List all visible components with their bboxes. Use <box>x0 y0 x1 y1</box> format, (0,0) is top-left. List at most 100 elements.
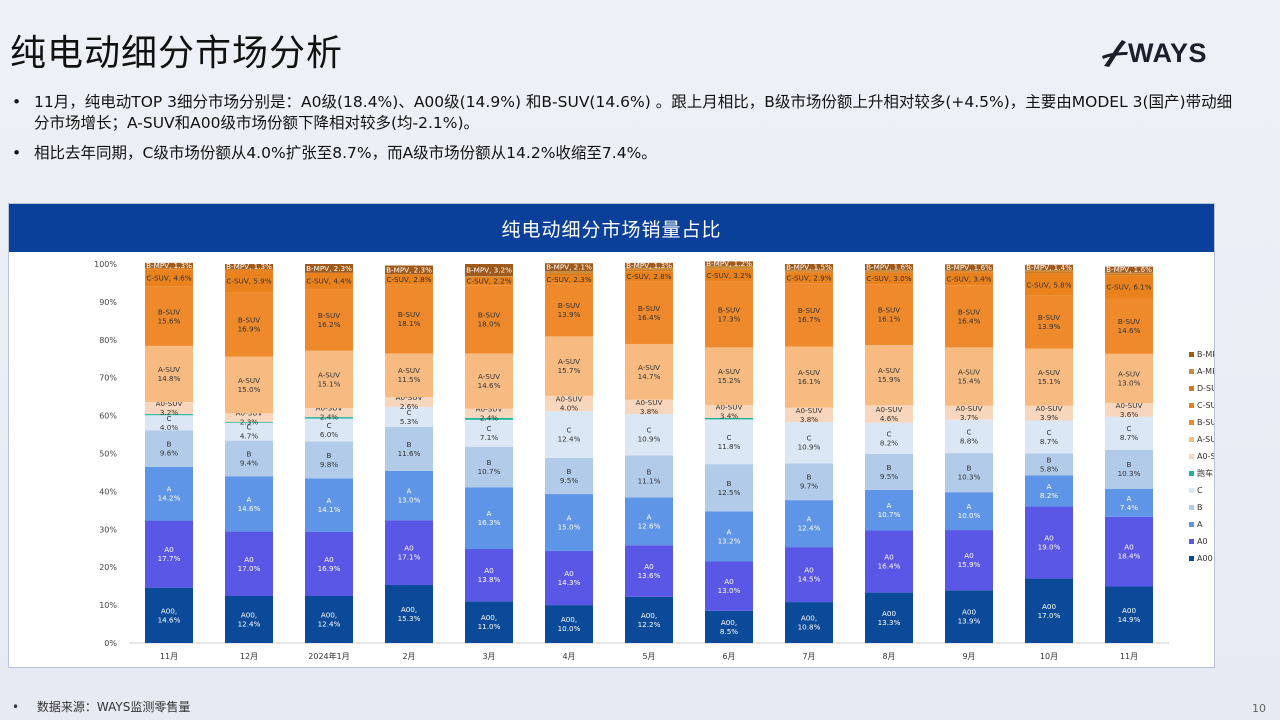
data-label: C 8.2% <box>880 429 898 447</box>
data-label: A0-SUV 3.9% <box>1036 404 1063 422</box>
bar-segment-- <box>465 417 513 420</box>
bar-segment-c <box>1105 416 1153 450</box>
bar-segment-b <box>1025 453 1073 476</box>
bar-segment-a0-suv <box>945 405 993 420</box>
bar-segment-a-mpv <box>785 269 833 272</box>
bar-segment-b <box>145 430 193 467</box>
bar-segment-a0 <box>945 530 993 591</box>
data-label: A0-SUV 3.8% <box>636 398 663 416</box>
bar-segment-c-suv <box>625 271 673 282</box>
data-label: B 10.3% <box>1118 460 1141 478</box>
data-label: A0 19.0% <box>1038 534 1061 552</box>
bar-segment-b-suv <box>865 284 913 346</box>
data-label: A-SUV 13.0% <box>1118 369 1141 387</box>
data-label: B 9.4% <box>240 449 258 467</box>
data-label: C-SUV, 2.3% <box>546 275 591 284</box>
legend-label: A0 <box>1197 537 1208 546</box>
bar-segment-c-suv <box>1025 273 1073 296</box>
data-label: C 8.8% <box>960 427 978 445</box>
summary-bullet: • 11月，纯电动TOP 3细分市场分别是：A0级(18.4%)、A00级(14… <box>12 92 1242 134</box>
data-label: A0 17.7% <box>158 545 181 563</box>
bar-segment-a-mpv <box>1105 272 1153 274</box>
bullet-dot: • <box>12 93 22 111</box>
bar-segment-c <box>785 422 833 464</box>
bar-segment-a-suv <box>865 345 913 406</box>
bar-segment-c <box>465 419 513 447</box>
bar-segment-a0-suv <box>625 399 673 415</box>
data-label: B 9.7% <box>800 473 818 491</box>
data-label: C-SUV, 2.9% <box>786 273 831 282</box>
bar-segment-b-mpv <box>705 261 753 266</box>
x-tick-label: 10月 <box>1040 652 1058 661</box>
data-label: B-SUV 18.1% <box>398 310 421 328</box>
bar-segment-a <box>305 478 353 532</box>
bar-segment-c-suv <box>385 274 433 285</box>
bar-segment-a0-suv <box>1105 403 1153 417</box>
data-label: B-SUV 16.9% <box>238 315 261 333</box>
legend-swatch <box>1189 420 1194 425</box>
data-label: B-SUV 17.3% <box>718 306 741 324</box>
data-label: A 12.4% <box>798 515 821 533</box>
bar-segment-b-mpv <box>1025 264 1073 271</box>
data-label: B 5.8% <box>1040 455 1058 473</box>
y-tick-label: 10% <box>99 601 117 610</box>
bar-segment-b-mpv <box>785 264 833 270</box>
data-label: B-MPV, 3.2% <box>466 266 512 275</box>
bar-segment-a-mpv <box>945 270 993 272</box>
data-label: A0 17.0% <box>238 555 261 573</box>
data-label: B-MPV, 1.6% <box>866 263 912 272</box>
data-label: A 10.0% <box>958 502 981 520</box>
data-label: A0-SUV 2.6% <box>396 393 423 411</box>
bar-segment-a-mpv <box>705 265 753 269</box>
bar-segment-- <box>705 417 753 420</box>
data-label: A0-SUV 3.7% <box>956 404 983 422</box>
data-label: B 9.5% <box>560 467 578 485</box>
data-label: A00 17.0% <box>1038 602 1061 620</box>
data-label: A0-SUV 3.6% <box>1116 401 1143 419</box>
page-title: 纯电动细分市场分析 <box>10 33 344 74</box>
data-label: C-SUV, 2.8% <box>626 272 671 281</box>
legend-swatch <box>1189 369 1194 374</box>
data-label: B-MPV, 2.1% <box>546 263 592 272</box>
data-label: A-SUV 14.7% <box>638 363 661 381</box>
bullet-dot: • <box>12 700 20 714</box>
legend-swatch <box>1189 505 1194 510</box>
bar-segment-a0 <box>705 561 753 611</box>
bar-segment-a-suv <box>145 345 193 402</box>
data-label: C-SUV, 2.8% <box>386 275 431 284</box>
bar-segment-c <box>305 418 353 442</box>
bar-segment-b <box>305 441 353 479</box>
bar-segment-a <box>145 466 193 521</box>
data-label: C 6.0% <box>320 421 338 439</box>
bar-segment-a-suv <box>1025 348 1073 406</box>
bar-segment-c-suv <box>1105 275 1153 299</box>
chart-title: 纯电动细分市场销量占比 <box>9 204 1214 252</box>
data-label: A00 13.9% <box>958 608 981 626</box>
x-tick-label: 8月 <box>882 652 895 661</box>
bar-segment-c-suv <box>785 272 833 284</box>
data-label: A00, 12.4% <box>238 611 261 629</box>
bar-segment-c-suv <box>465 276 513 286</box>
data-label: B-SUV 16.7% <box>798 306 821 324</box>
bar-segment-a0-suv <box>865 405 913 423</box>
data-label: A0-SUV 2.4% <box>476 404 503 422</box>
data-label: B-MPV, 1.2% <box>706 259 752 268</box>
data-label: A 14.2% <box>158 485 181 503</box>
data-label: A00, 11.0% <box>478 613 501 631</box>
bar-segment-b-mpv <box>865 264 913 271</box>
bar-segment-b <box>1105 449 1153 489</box>
y-tick-label: 30% <box>99 525 117 534</box>
data-label: B-SUV 18.0% <box>478 310 501 328</box>
source-note: • 数据来源：WAYS监测零售量 <box>12 698 190 715</box>
bar-segment-a-mpv <box>1025 270 1073 272</box>
legend-swatch <box>1189 454 1194 459</box>
legend-swatch <box>1189 437 1194 442</box>
data-label: A 15.0% <box>558 513 581 531</box>
bar-segment-a-mpv <box>865 270 913 272</box>
legend-label: A-MPV <box>1197 367 1214 376</box>
bar-segment-b-suv <box>705 281 753 348</box>
bar-segment-a <box>945 492 993 531</box>
legend-swatch <box>1189 539 1194 544</box>
bar-segment-a0-suv <box>705 404 753 418</box>
data-label: C 12.4% <box>558 426 581 444</box>
